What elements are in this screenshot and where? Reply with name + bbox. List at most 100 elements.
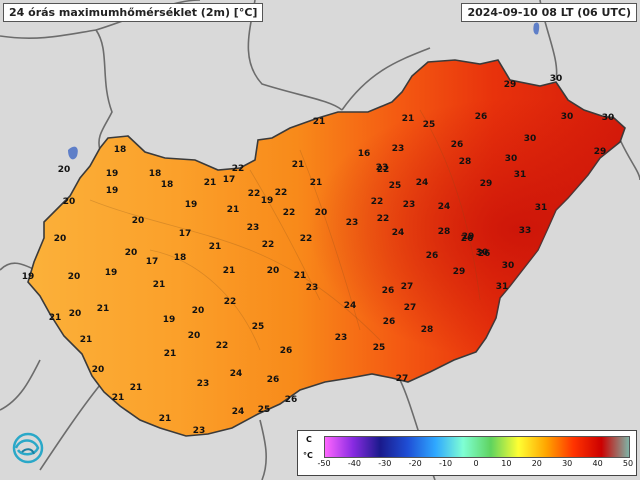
station-value-label: 24 (392, 228, 405, 238)
station-value-label: 20 (92, 365, 105, 375)
station-value-label: 30 (476, 248, 489, 258)
station-value-label: 26 (451, 140, 464, 150)
station-value-label: 21 (49, 313, 62, 323)
legend-tick-label: 10 (501, 459, 512, 468)
station-value-label: 21 (97, 304, 110, 314)
station-value-label: 21 (112, 393, 125, 403)
station-value-label: 29 (462, 232, 475, 242)
station-value-label: 29 (594, 147, 607, 157)
station-value-label: 26 (382, 286, 395, 296)
legend-tick-label: -10 (439, 459, 453, 468)
station-value-label: 20 (132, 216, 145, 226)
map-title: 24 órás maximumhőmérséklet (2m) [°C] (3, 3, 264, 22)
station-value-label: 23 (306, 283, 319, 293)
station-value-label: 22 (275, 188, 288, 198)
station-value-label: 19 (105, 268, 118, 278)
legend-tick-label: -20 (408, 459, 422, 468)
legend-tick-label: 20 (531, 459, 542, 468)
station-value-label: 26 (478, 249, 491, 259)
station-value-label: 22 (224, 297, 237, 307)
station-value-label: 25 (389, 181, 402, 191)
station-value-label: 22 (232, 164, 245, 174)
legend-tick-label: 40 (592, 459, 603, 468)
station-value-label: 19 (185, 200, 198, 210)
color-legend: C °C -50 -40 -30 -20 -10 0 10 20 30 40 50 (297, 430, 637, 476)
station-value-label: 20 (267, 266, 280, 276)
station-value-label: 22 (377, 214, 390, 224)
station-value-label: 26 (383, 317, 396, 327)
map-timestamp: 2024-09-10 08 LT (06 UTC) (461, 3, 637, 22)
station-value-label: 30 (550, 74, 563, 84)
station-value-label: 22 (300, 234, 313, 244)
legend-tick-label: -40 (347, 459, 361, 468)
station-value-label: 21 (292, 160, 305, 170)
station-value-label: 17 (223, 175, 236, 185)
station-value-label: 22 (248, 189, 261, 199)
station-value-label: 29 (453, 267, 466, 277)
station-value-label: 20 (63, 197, 76, 207)
station-value-label: 25 (252, 322, 265, 332)
station-value-label: 23 (346, 218, 359, 228)
station-value-label: 33 (519, 226, 532, 236)
station-value-label: 23 (403, 200, 416, 210)
station-value-label: 17 (179, 229, 192, 239)
station-value-label: 29 (504, 80, 517, 90)
station-value-label: 29 (480, 179, 493, 189)
station-value-label: 25 (258, 405, 271, 415)
station-value-label: 24 (232, 407, 245, 417)
station-value-label: 19 (106, 186, 119, 196)
station-value-label: 30 (524, 134, 537, 144)
legend-tick-label: -30 (378, 459, 392, 468)
station-value-label: 24 (438, 202, 451, 212)
station-value-label: 16 (358, 149, 371, 159)
station-value-label: 26 (475, 112, 488, 122)
station-value-label: 20 (69, 309, 82, 319)
station-value-label: 31 (514, 170, 527, 180)
station-value-label: 26 (285, 395, 298, 405)
station-value-label: 31 (535, 203, 548, 213)
station-value-label: 18 (149, 169, 162, 179)
station-value-label: 18 (174, 253, 187, 263)
station-value-label: 23 (392, 144, 405, 154)
legend-colorbar (324, 436, 630, 458)
station-value-label: 22 (377, 165, 390, 175)
station-value-label: 21 (294, 271, 307, 281)
station-value-label: 21 (130, 383, 143, 393)
station-value-label: 26 (280, 346, 293, 356)
station-value-label: 21 (164, 349, 177, 359)
station-value-label: 30 (502, 261, 515, 271)
station-value-label: 24 (230, 369, 243, 379)
station-value-label: 20 (54, 234, 67, 244)
station-value-label: 25 (423, 120, 436, 130)
station-value-label: 21 (159, 414, 172, 424)
station-value-label: 22 (216, 341, 229, 351)
station-value-label: 18 (114, 145, 127, 155)
station-value-label: 17 (146, 257, 159, 267)
station-value-label: 30 (505, 154, 518, 164)
station-value-label: 24 (416, 178, 429, 188)
station-value-label: 21 (310, 178, 323, 188)
station-value-label: 22 (371, 197, 384, 207)
station-value-label: 20 (68, 272, 81, 282)
station-value-label: 25 (373, 343, 386, 353)
station-value-label: 20 (188, 331, 201, 341)
station-value-label: 23 (247, 223, 260, 233)
hungary-shape (27, 59, 626, 437)
station-value-label: 28 (421, 325, 434, 335)
station-value-label: 30 (602, 113, 615, 123)
legend-tick-label: 30 (562, 459, 573, 468)
station-value-label: 21 (209, 242, 222, 252)
station-value-label: 20 (315, 208, 328, 218)
station-value-label: 19 (261, 196, 274, 206)
station-value-label: 26 (461, 234, 474, 244)
station-value-label: 28 (438, 227, 451, 237)
station-value-label: 21 (402, 114, 415, 124)
station-value-label: 27 (396, 374, 409, 384)
station-value-label: 21 (227, 205, 240, 215)
station-value-label: 21 (204, 178, 217, 188)
station-value-label: 21 (80, 335, 93, 345)
station-value-label: 30 (561, 112, 574, 122)
